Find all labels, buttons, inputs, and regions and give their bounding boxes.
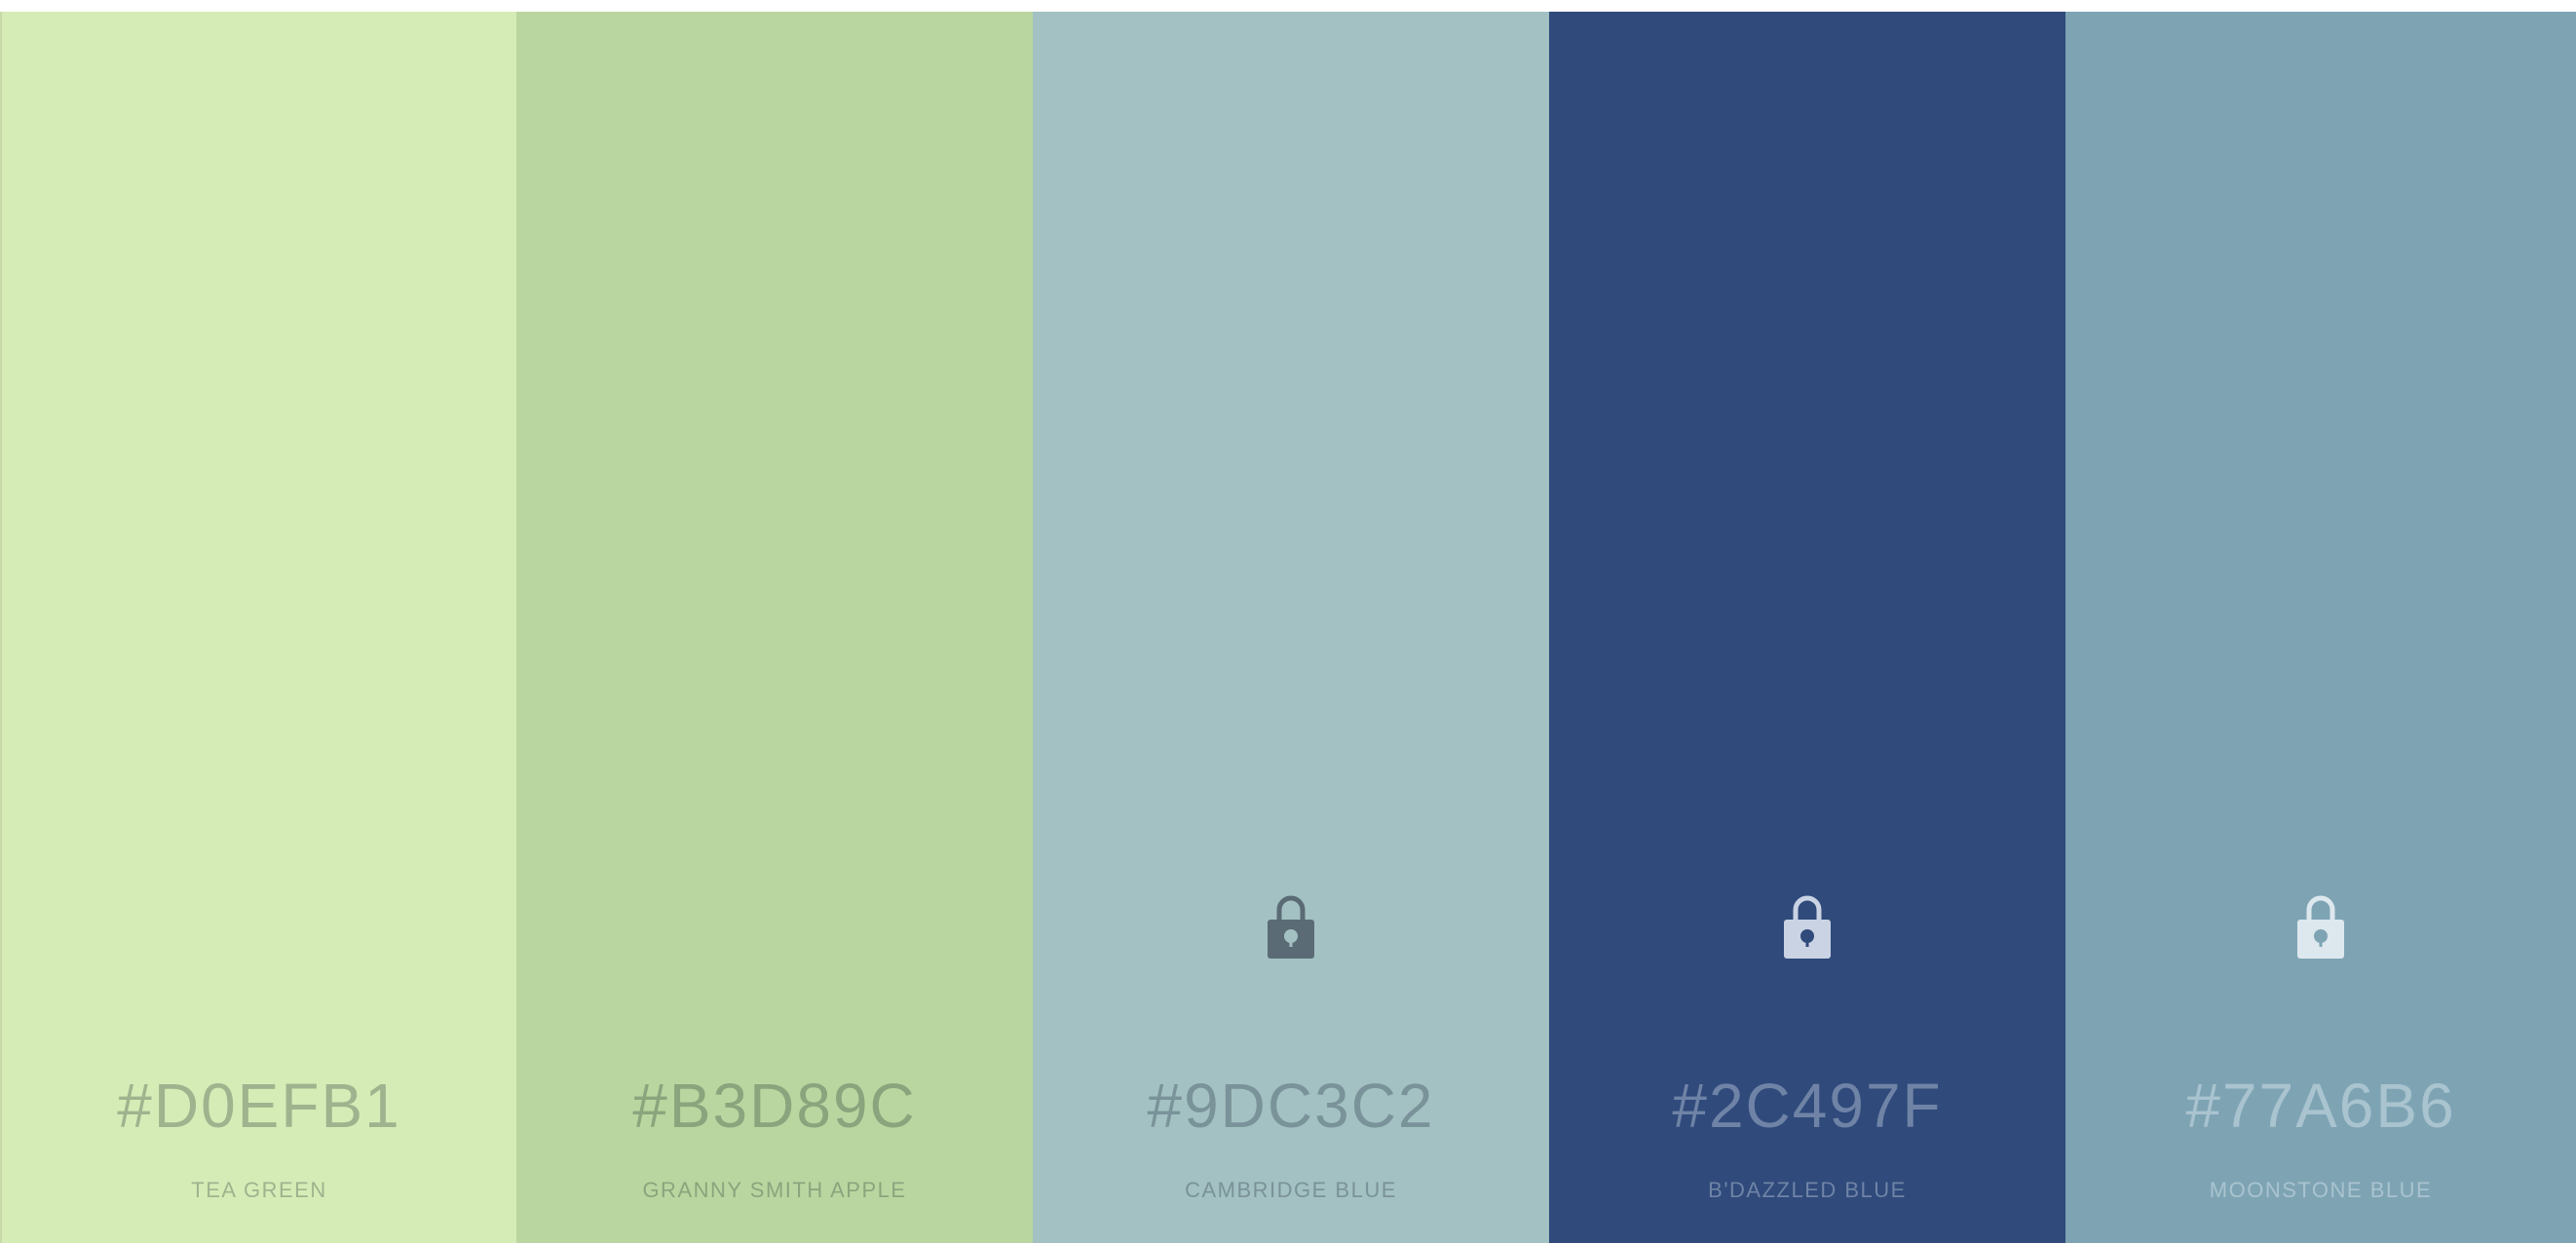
swatch-moonstone-blue[interactable]: #77A6B6 MOONSTONE BLUE xyxy=(2065,12,2576,1243)
color-name: TEA GREEN xyxy=(191,1178,327,1202)
lock-icon[interactable] xyxy=(1782,892,1833,959)
hex-code[interactable]: #B3D89C xyxy=(632,1071,917,1141)
swatch-cambridge-blue[interactable]: #9DC3C2 CAMBRIDGE BLUE xyxy=(1033,12,1549,1243)
color-name: B'DAZZLED BLUE xyxy=(1708,1178,1907,1202)
color-name: CAMBRIDGE BLUE xyxy=(1185,1178,1397,1202)
swatch-bdazzled-blue[interactable]: #2C497F B'DAZZLED BLUE xyxy=(1549,12,2065,1243)
color-name: GRANNY SMITH APPLE xyxy=(642,1178,907,1202)
lock-icon[interactable] xyxy=(2295,892,2346,959)
hex-code[interactable]: #2C497F xyxy=(1672,1071,1943,1141)
swatch-tea-green[interactable]: #D0EFB1 TEA GREEN xyxy=(0,12,516,1243)
hex-code[interactable]: #9DC3C2 xyxy=(1147,1071,1435,1141)
hex-code[interactable]: #D0EFB1 xyxy=(117,1071,401,1141)
swatch-granny-smith-apple[interactable]: #B3D89C GRANNY SMITH APPLE xyxy=(516,12,1033,1243)
hex-code[interactable]: #77A6B6 xyxy=(2185,1071,2456,1141)
color-palette: #D0EFB1 TEA GREEN #B3D89C GRANNY SMITH A… xyxy=(0,12,2576,1243)
color-name: MOONSTONE BLUE xyxy=(2209,1178,2433,1202)
lock-icon[interactable] xyxy=(1266,892,1316,959)
